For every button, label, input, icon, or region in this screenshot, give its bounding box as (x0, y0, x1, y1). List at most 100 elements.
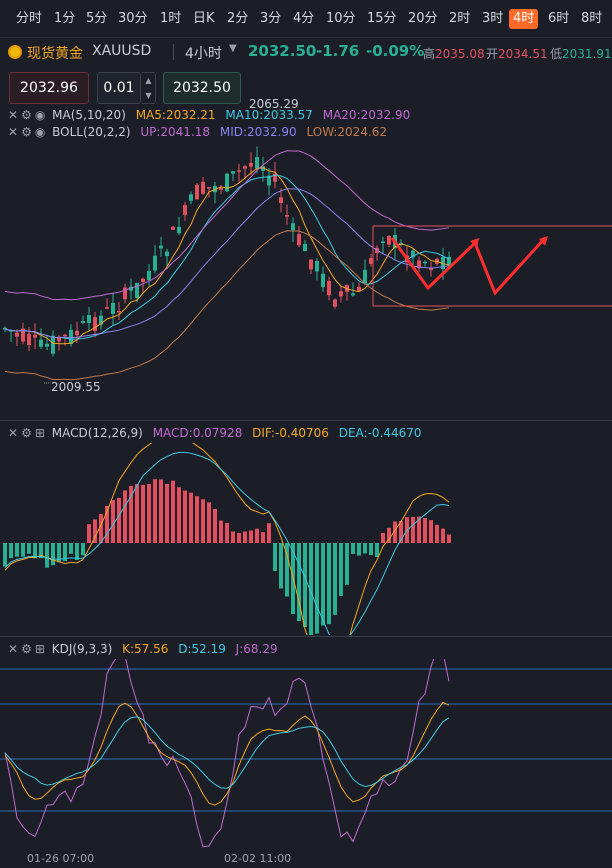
macd-histogram-bar (81, 543, 85, 556)
candle-body (261, 166, 265, 171)
tf-4min[interactable]: 4分 (293, 11, 315, 26)
candle-body (45, 343, 49, 347)
close-icon[interactable]: ✕ (8, 125, 19, 139)
chevron-down-icon[interactable]: ▼ (229, 43, 237, 54)
macd-value: MACD:0.07928 (152, 426, 243, 440)
candle-body (69, 329, 73, 344)
stepper-up-icon[interactable]: ▲ (145, 76, 152, 85)
macd-histogram-bar (429, 520, 433, 543)
macd-histogram-bar (99, 513, 103, 543)
macd-histogram-bar (315, 543, 319, 634)
boll-legend: ✕ ⚙ ◉ BOLL(20,2,2) UP:2041.18 MID:2032.90 … (8, 124, 393, 140)
macd-histogram-bar (447, 534, 451, 543)
symbol-code[interactable]: XAUUSD (92, 43, 152, 59)
settings-icon[interactable]: ⚙ (21, 642, 32, 656)
tf-fenshi[interactable]: 分时 (16, 11, 43, 26)
candle-body (285, 215, 289, 217)
add-icon[interactable]: ⊞ (34, 426, 45, 440)
stepper-down-icon[interactable]: ▼ (145, 91, 152, 100)
macd-histogram-bar (93, 519, 97, 543)
tf-15min[interactable]: 15分 (367, 11, 397, 26)
macd-histogram-bar (15, 543, 19, 557)
tf-10min[interactable]: 10分 (326, 11, 356, 26)
candle-body (33, 334, 37, 338)
macd-histogram-bar (171, 480, 175, 543)
tf-2min[interactable]: 2分 (227, 11, 249, 26)
candle-body (81, 320, 85, 323)
symbol-info-bar (0, 38, 612, 66)
tf-8h[interactable]: 8时 (581, 11, 603, 26)
high-number: 2035.08 (435, 47, 485, 61)
kdj-chart[interactable] (0, 659, 612, 851)
macd-histogram-bar (345, 543, 349, 585)
quantity-stepper[interactable]: ▲ ▼ (142, 72, 156, 104)
candle-body (357, 286, 361, 291)
tf-5min[interactable]: 5分 (86, 11, 108, 26)
macd-chart[interactable] (0, 443, 612, 635)
settings-icon[interactable]: ⚙ (21, 125, 32, 139)
d-line (4, 716, 450, 789)
candle-body (171, 226, 175, 230)
tf-daily[interactable]: 日K (193, 11, 215, 26)
candle-body (333, 299, 337, 307)
macd-histogram-bar (147, 483, 151, 543)
ma10-line (4, 174, 450, 340)
macd-histogram-bar (129, 485, 133, 543)
low-label: 低 (550, 47, 563, 61)
settings-icon[interactable]: ⚙ (21, 426, 32, 440)
candle-body (27, 333, 31, 346)
candle-body (315, 261, 319, 272)
candle-body (177, 226, 181, 234)
x-axis-label: 01-26 07:00 (27, 852, 95, 865)
macd-histogram-bar (411, 516, 415, 543)
candle-body (15, 332, 19, 337)
macd-histogram-bar (339, 543, 343, 597)
candle-body (417, 260, 421, 269)
eye-icon[interactable]: ◉ (34, 108, 46, 122)
tf-4h[interactable]: 4时 (509, 9, 539, 29)
macd-histogram-bar (309, 543, 313, 635)
tf-3h[interactable]: 3时 (482, 11, 504, 26)
sell-price-button[interactable]: 2032.96 (9, 72, 89, 104)
tf-6h[interactable]: 6时 (548, 11, 570, 26)
k-line (4, 701, 450, 806)
macd-histogram-bar (321, 543, 325, 626)
macd-histogram-bar (273, 543, 277, 572)
low-value: 低2031.91 (550, 45, 612, 62)
timeframe-bar: 分时 1分 5分 30分 1时 日K 2分 3分 4分 10分 15分 20分 … (0, 0, 612, 38)
high-marker-label: 2065.29 (249, 97, 299, 111)
macd-histogram-bar (45, 543, 49, 568)
close-icon[interactable]: ✕ (8, 426, 19, 440)
macd-histogram-bar (375, 543, 379, 557)
candle-body (267, 175, 271, 186)
boll-up-value: UP:2041.18 (140, 125, 211, 139)
macd-histogram-bar (195, 496, 199, 543)
period-select[interactable]: 4小时 (185, 46, 222, 62)
candle-body (129, 286, 133, 291)
macd-histogram-bar (159, 479, 163, 543)
tf-2h[interactable]: 2时 (449, 11, 471, 26)
candlestick-chart[interactable] (0, 138, 612, 420)
close-icon[interactable]: ✕ (8, 642, 19, 656)
tf-1min[interactable]: 1分 (54, 11, 76, 26)
tf-20min[interactable]: 20分 (408, 11, 438, 26)
buy-price-button[interactable]: 2032.50 (163, 72, 241, 104)
quantity-input[interactable]: 0.01 (97, 72, 141, 104)
symbol-name[interactable]: 现货黄金 (27, 46, 83, 62)
add-icon[interactable]: ⊞ (34, 642, 45, 656)
macd-histogram-bar (153, 479, 157, 543)
macd-histogram-bar (123, 490, 127, 543)
tf-1h[interactable]: 1时 (160, 11, 182, 26)
j-value: J:68.29 (235, 642, 278, 656)
eye-icon[interactable]: ◉ (34, 125, 46, 139)
close-icon[interactable]: ✕ (8, 108, 19, 122)
macd-histogram-bar (87, 524, 91, 543)
macd-histogram-bar (267, 523, 271, 543)
macd-histogram-bar (243, 531, 247, 543)
settings-icon[interactable]: ⚙ (21, 108, 32, 122)
macd-histogram-bar (75, 543, 79, 560)
tf-3min[interactable]: 3分 (260, 11, 282, 26)
candle-body (201, 181, 205, 194)
macd-histogram-bar (381, 532, 385, 543)
tf-30min[interactable]: 30分 (118, 11, 148, 26)
